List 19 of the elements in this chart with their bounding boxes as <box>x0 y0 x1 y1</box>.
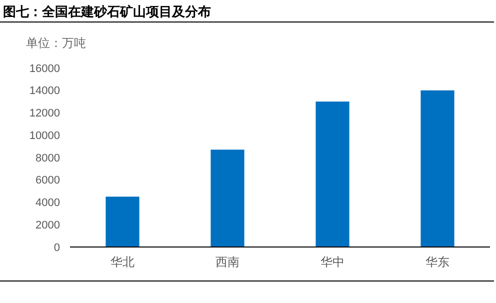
bar <box>106 196 140 247</box>
y-tick-label: 10000 <box>29 130 60 142</box>
x-tick-label: 华北 <box>110 255 134 269</box>
x-tick-label: 西南 <box>216 255 240 269</box>
chart-title: 图七：全国在建砂石矿山项目及分布 <box>3 4 211 19</box>
bar <box>210 150 244 247</box>
y-tick-label: 12000 <box>29 108 60 120</box>
bar <box>420 90 454 247</box>
y-tick-label: 0 <box>54 242 60 254</box>
x-tick-label: 华中 <box>320 255 344 269</box>
bar <box>316 102 350 247</box>
x-tick-label: 华东 <box>426 255 450 269</box>
y-axis-title: 单位：万吨 <box>26 36 86 50</box>
y-tick-label: 16000 <box>29 62 60 75</box>
y-tick-label: 8000 <box>36 152 60 164</box>
y-tick-label: 14000 <box>29 85 60 98</box>
y-tick-label: 2000 <box>36 219 60 232</box>
y-tick-label: 4000 <box>36 197 60 210</box>
y-tick-label: 6000 <box>36 174 60 187</box>
